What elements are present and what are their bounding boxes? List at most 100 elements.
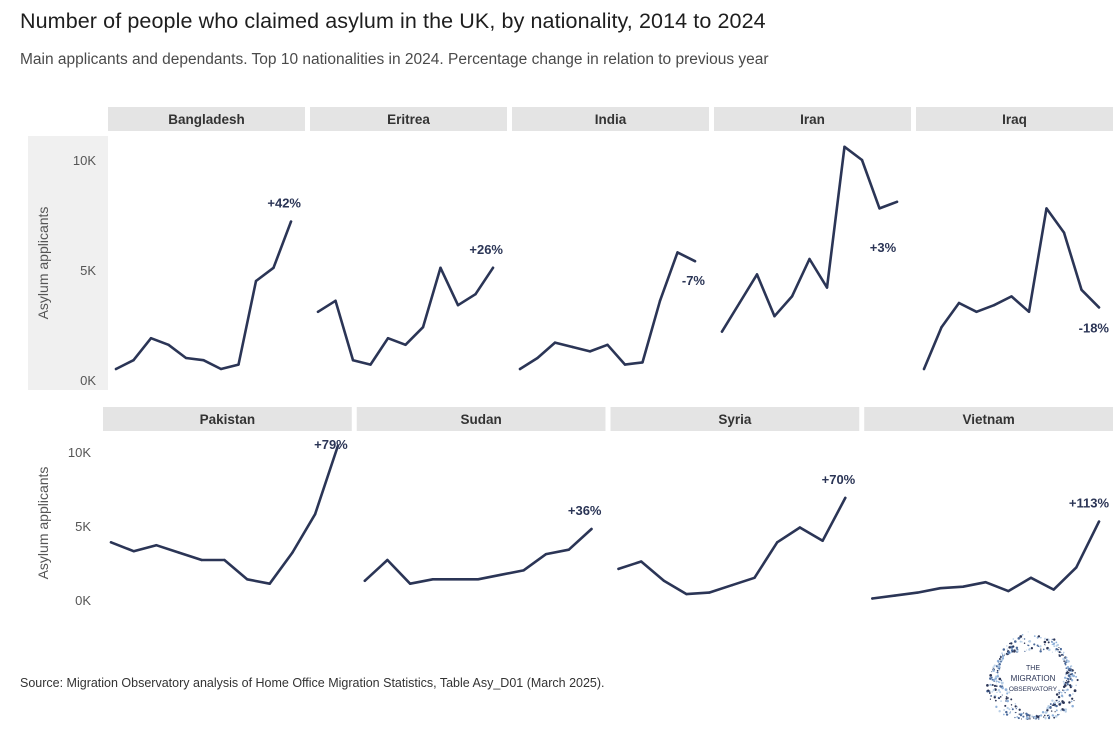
logo-dot xyxy=(1058,651,1061,654)
logo-dot xyxy=(1024,650,1026,652)
logo-dot xyxy=(996,669,999,672)
logo-dot xyxy=(1001,658,1004,660)
logo-dot xyxy=(1047,641,1050,644)
logo-dot xyxy=(993,664,996,667)
logo-dot xyxy=(1016,706,1019,708)
logo-dot xyxy=(992,688,995,692)
logo-dot xyxy=(1065,674,1067,676)
data-point-bangladesh-2019 xyxy=(202,359,205,362)
logo-dot xyxy=(1037,635,1040,638)
logo-dot xyxy=(1005,696,1008,698)
logo-dot xyxy=(992,669,995,672)
logo-dot xyxy=(1001,652,1003,654)
logo-dot xyxy=(1015,708,1017,710)
logo-dot xyxy=(1001,655,1005,658)
logo-dot xyxy=(988,692,991,694)
logo-dot xyxy=(990,695,993,697)
data-point-india-2022 xyxy=(658,299,662,302)
panel-title-iraq: Iraq xyxy=(1002,112,1027,127)
logo-dot xyxy=(998,710,1001,713)
change-label-iraq: -18% xyxy=(1079,320,1110,335)
series-line-india xyxy=(518,251,697,371)
logo-dot xyxy=(1049,703,1052,705)
logo-dot xyxy=(1064,662,1067,665)
logo-dot xyxy=(1013,649,1016,652)
logo-dot xyxy=(1044,711,1048,714)
data-point-eritrea-2018 xyxy=(386,337,390,340)
logo-text-migration: MIGRATION xyxy=(1011,674,1056,683)
logo-dot xyxy=(994,699,997,702)
data-point-sudan-2022 xyxy=(544,552,548,556)
data-point-bangladesh-2016 xyxy=(149,337,153,340)
logo-dot xyxy=(1030,647,1034,650)
logo-dot xyxy=(997,680,999,683)
logo-dot xyxy=(998,697,1000,700)
logo-dot xyxy=(1047,705,1050,708)
logo-dot xyxy=(1023,642,1026,644)
logo-dot xyxy=(1067,680,1070,683)
data-point-pakistan-2018 xyxy=(200,558,203,562)
logo-dot xyxy=(997,688,1001,692)
data-point-vietnam-2020 xyxy=(1007,589,1010,593)
data-point-iraq-2017 xyxy=(975,310,978,313)
data-point-iran-2024 xyxy=(895,200,899,203)
logo-dot xyxy=(1056,699,1058,701)
logo-dot xyxy=(1006,654,1008,656)
logo-dot xyxy=(1001,694,1003,696)
logo-dot xyxy=(1036,717,1038,719)
logo-dot xyxy=(1008,691,1011,694)
logo-dot xyxy=(1034,718,1037,720)
data-point-pakistan-2023 xyxy=(313,513,317,516)
logo-dot xyxy=(1046,709,1049,712)
panel-header-eritrea xyxy=(310,107,507,131)
logo-dot xyxy=(1019,635,1023,638)
logo-dot xyxy=(1002,648,1006,651)
data-point-india-2023 xyxy=(676,251,679,254)
data-point-iran-2017 xyxy=(773,315,776,318)
data-point-sudan-2020 xyxy=(499,573,502,576)
data-point-pakistan-2017 xyxy=(177,551,181,554)
data-point-iran-2016 xyxy=(755,273,759,276)
data-point-bangladesh-2024 xyxy=(289,220,293,223)
data-point-sudan-2021 xyxy=(522,569,525,572)
data-point-vietnam-2017 xyxy=(939,587,942,590)
logo-dot xyxy=(1005,713,1009,716)
panel-header-india xyxy=(512,107,709,131)
data-point-pakistan-2022 xyxy=(291,551,294,554)
y-tick-label: 10K xyxy=(73,153,96,168)
logo-dot xyxy=(1046,646,1049,650)
logo-dot xyxy=(1043,640,1047,644)
logo-dot xyxy=(1015,646,1019,650)
data-point-india-2021 xyxy=(641,361,644,364)
logo-dot xyxy=(1051,651,1053,653)
panel-bangladesh: Bangladesh +42% xyxy=(108,107,305,371)
change-label-syria: +70% xyxy=(822,472,856,487)
panel-header-syria xyxy=(610,407,860,431)
data-point-syria-2020 xyxy=(753,576,756,579)
logo-dot xyxy=(1056,643,1060,647)
data-point-syria-2023 xyxy=(821,539,824,542)
y-tick-label: 0K xyxy=(80,373,96,388)
logo-dot xyxy=(1054,650,1057,652)
logo-dot xyxy=(1023,638,1026,640)
data-point-india-2016 xyxy=(553,341,557,344)
logo-dot xyxy=(1058,689,1060,692)
logo-dot xyxy=(1067,677,1070,681)
logo-dot xyxy=(1001,659,1004,662)
panel-title-pakistan: Pakistan xyxy=(200,412,256,427)
data-point-sudan-2017 xyxy=(431,578,434,581)
logo-dot xyxy=(1053,716,1056,719)
logo-dot xyxy=(1010,698,1013,701)
data-point-eritrea-2020 xyxy=(421,326,425,329)
logo-dot xyxy=(1058,713,1060,716)
logo-dot xyxy=(996,671,999,674)
logo-dot xyxy=(991,671,993,673)
logo-dot xyxy=(1066,679,1068,682)
logo-dot xyxy=(1004,688,1008,692)
panel-iran: Iran +3% xyxy=(714,107,911,333)
logo-dot xyxy=(1053,645,1056,648)
panel-title-vietnam: Vietnam xyxy=(962,412,1014,427)
series-line-iraq xyxy=(922,207,1101,371)
logo-dot xyxy=(1047,714,1050,717)
logo-dot xyxy=(1037,718,1040,720)
